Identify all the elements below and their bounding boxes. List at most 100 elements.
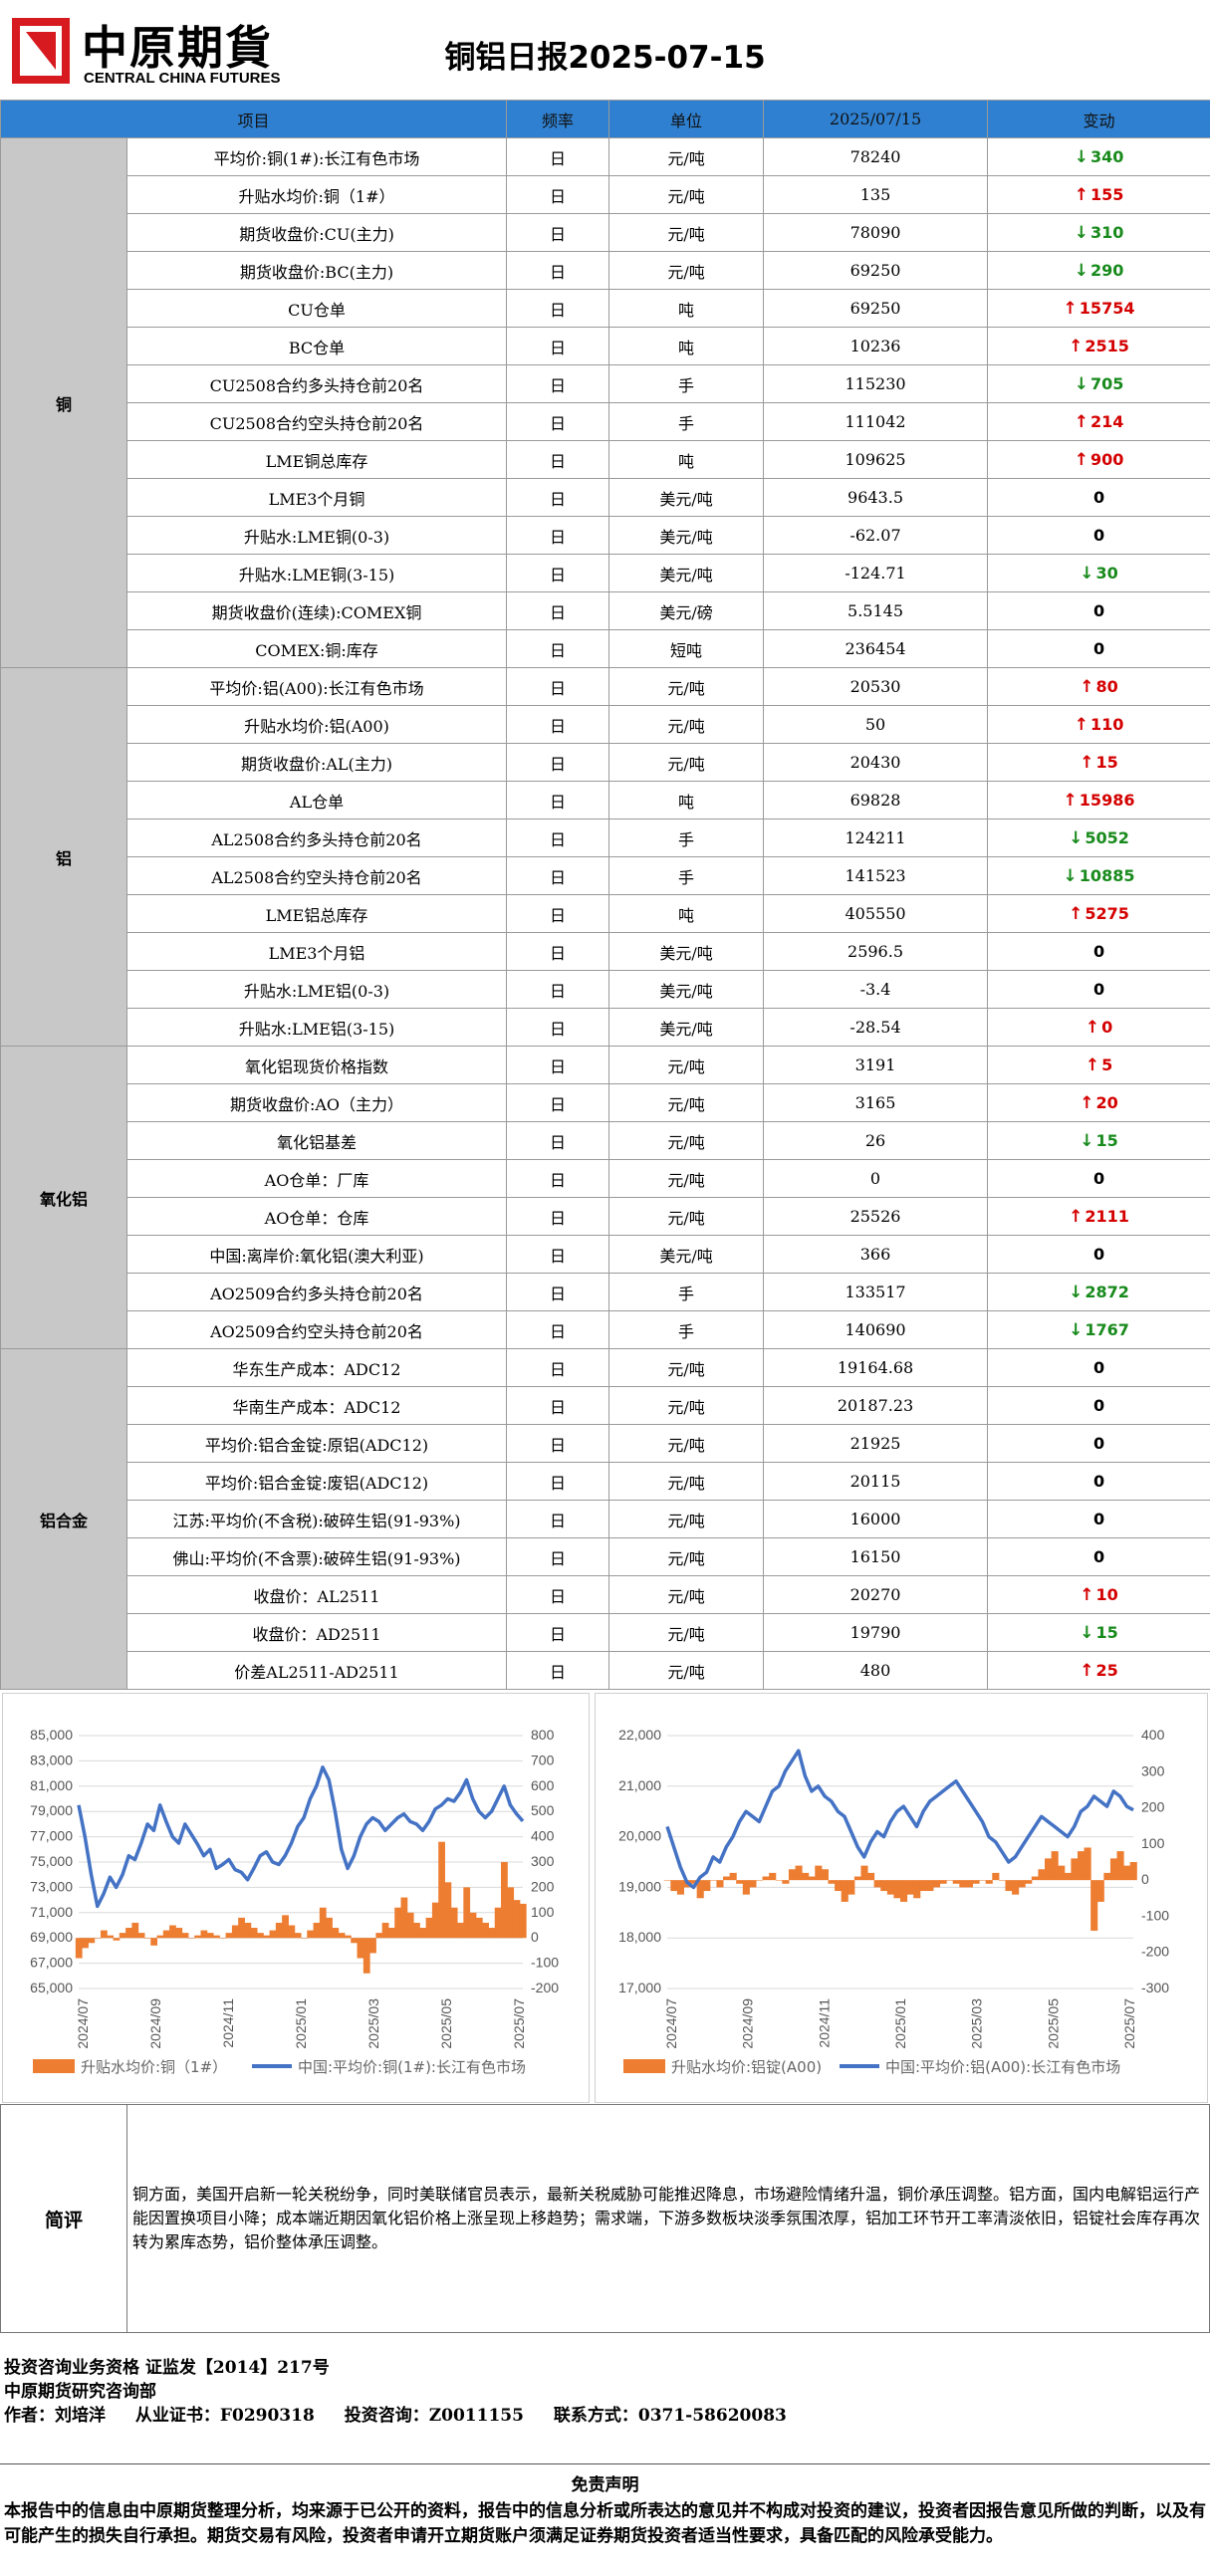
y2-tick-label: -100 <box>1141 1907 1169 1923</box>
column-header-change: 变动 <box>987 100 1210 138</box>
arrow-down-icon: ↓ <box>1069 1282 1084 1302</box>
table-row: 期货收盘价:AO（主力）日元/吨 3165 ↑ 20 <box>1 1083 1210 1122</box>
spread-bar <box>488 1928 496 1939</box>
frequency-cell: 日 <box>506 289 610 328</box>
spread-bar <box>425 1917 433 1939</box>
spread-bar <box>225 1933 233 1939</box>
spread-bar <box>939 1880 947 1884</box>
y-tick-label: 67,000 <box>30 1955 73 1971</box>
report-title: 铜铝日报2025-07-15 <box>444 40 766 76</box>
value-cell: 115230 <box>763 364 989 403</box>
arrow-up-icon: ↑ <box>1069 903 1084 924</box>
spread-bar <box>880 1880 888 1892</box>
change-cell: ↓ 1767 <box>987 1310 1210 1349</box>
spread-bar <box>742 1880 750 1895</box>
change-value: 0 <box>1092 942 1105 961</box>
change-value: 0 <box>1092 1510 1105 1528</box>
table-header-row: 项目 频率 单位 2025/07/15 变动 <box>0 100 1210 138</box>
item-cell: 华南生产成本：ADC12 <box>125 1386 508 1425</box>
table-row: 平均价:铝合金锭:原铝(ADC12) 日元/吨 21925 0 <box>1 1424 1210 1463</box>
value-cell: 50 <box>763 705 989 744</box>
y-tick-label: 75,000 <box>30 1853 73 1869</box>
spread-bar <box>137 1933 145 1939</box>
legend-label-price: 中国:平均价:铝(A00):长江有色市场 <box>885 2058 1120 2076</box>
spread-bar <box>795 1865 803 1881</box>
arrow-up-icon: ↑ <box>1074 449 1089 470</box>
item-cell: CU2508合约多头持仓前20名 <box>125 364 508 403</box>
spread-bar <box>873 1880 881 1888</box>
spread-bar <box>808 1876 816 1881</box>
spread-bar <box>275 1922 283 1939</box>
frequency-cell: 日 <box>506 667 610 706</box>
spread-bar <box>100 1930 108 1939</box>
spread-bar <box>1031 1876 1039 1881</box>
table-row: 升贴水均价:铝(A00) 日元/吨 50 ↑ 110 <box>1 705 1210 744</box>
frequency-cell: 日 <box>506 932 610 971</box>
spread-bar <box>1129 1862 1137 1881</box>
change-value: 5 <box>1101 1054 1113 1074</box>
y2-tick-label: -100 <box>531 1955 559 1971</box>
item-cell: 升贴水均价:铜（1#） <box>125 175 508 214</box>
spread-bar <box>181 1933 189 1939</box>
table-row: LME铝总库存日吨 405550 ↑ 5275 <box>1 894 1210 933</box>
value-cell: 69828 <box>763 781 989 820</box>
spread-bar <box>107 1935 115 1939</box>
unit-cell: 吨 <box>608 289 765 328</box>
table-row: AL仓单日吨 69828 ↑ 15986 <box>1 781 1210 820</box>
frequency-cell: 日 <box>506 364 610 403</box>
value-cell: 78240 <box>763 137 989 176</box>
spread-bar <box>972 1880 980 1884</box>
change-cell: ↑ 155 <box>987 175 1210 214</box>
change-cell: ↑ 80 <box>987 667 1210 706</box>
category-cell: 铝合金 <box>0 1348 127 1690</box>
spread-bar <box>1090 1880 1098 1931</box>
arrow-up-icon: ↑ <box>1063 790 1078 811</box>
frequency-cell: 日 <box>506 175 610 214</box>
value-cell: 21925 <box>763 1424 989 1463</box>
change-value: 15 <box>1095 1622 1118 1642</box>
spread-bar <box>475 1917 483 1939</box>
unit-cell: 美元/吨 <box>608 970 765 1009</box>
arrow-down-icon: ↓ <box>1069 827 1084 848</box>
spread-bar <box>406 1912 414 1939</box>
change-cell: ↓ 310 <box>987 213 1210 252</box>
item-cell: AO2509合约空头持仓前20名 <box>125 1310 508 1349</box>
change-value: 2111 <box>1085 1206 1129 1226</box>
y2-tick-label: -200 <box>531 1980 559 1995</box>
unit-cell: 元/吨 <box>608 743 765 782</box>
change-cell: ↑ 5275 <box>987 894 1210 933</box>
change-value: 10885 <box>1079 865 1135 885</box>
table-row: 铝合金 华东生产成本：ADC12 日元/吨 19164.68 0 <box>0 1348 1210 1690</box>
value-cell: 109625 <box>763 440 989 479</box>
item-cell: LME3个月铜 <box>125 478 508 517</box>
change-cell: ↓ 15 <box>987 1121 1210 1160</box>
spread-bar <box>663 1880 671 1881</box>
item-cell: 平均价:铜(1#):长江有色市场 <box>125 137 508 176</box>
arrow-down-icon: ↓ <box>1063 865 1078 886</box>
frequency-cell: 日 <box>506 629 610 668</box>
spread-bar <box>200 1930 208 1939</box>
column-header-item: 项目 <box>0 100 508 138</box>
spread-bar <box>494 1907 502 1939</box>
spread-bar <box>400 1897 408 1939</box>
change-value: 15 <box>1095 752 1118 772</box>
value-cell: 78090 <box>763 213 989 252</box>
change-cell: 0 <box>987 1235 1210 1274</box>
spread-bar <box>979 1880 987 1881</box>
change-cell: ↑ 15 <box>987 743 1210 782</box>
value-cell: -62.07 <box>763 516 989 555</box>
table-row: LME铜总库存日吨 109625 ↑ 900 <box>1 440 1210 479</box>
table-row: 中国:离岸价:氧化铝(澳大利亚) 日美元/吨 366 0 <box>1 1235 1210 1274</box>
arrow-up-icon: ↑ <box>1080 1660 1094 1681</box>
spread-bar <box>394 1907 402 1939</box>
spread-bar <box>250 1928 258 1939</box>
change-value: 0 <box>1092 1434 1105 1453</box>
spread-bar <box>716 1880 724 1888</box>
spread-bar <box>762 1876 770 1881</box>
change-value: 0 <box>1092 601 1105 620</box>
spread-bar <box>150 1938 158 1946</box>
table-row: AL2508合约空头持仓前20名日手 141523 ↓ 10885 <box>1 856 1210 895</box>
value-cell: 2596.5 <box>763 932 989 971</box>
y-tick-label: 69,000 <box>30 1929 73 1945</box>
frequency-cell: 日 <box>506 781 610 820</box>
